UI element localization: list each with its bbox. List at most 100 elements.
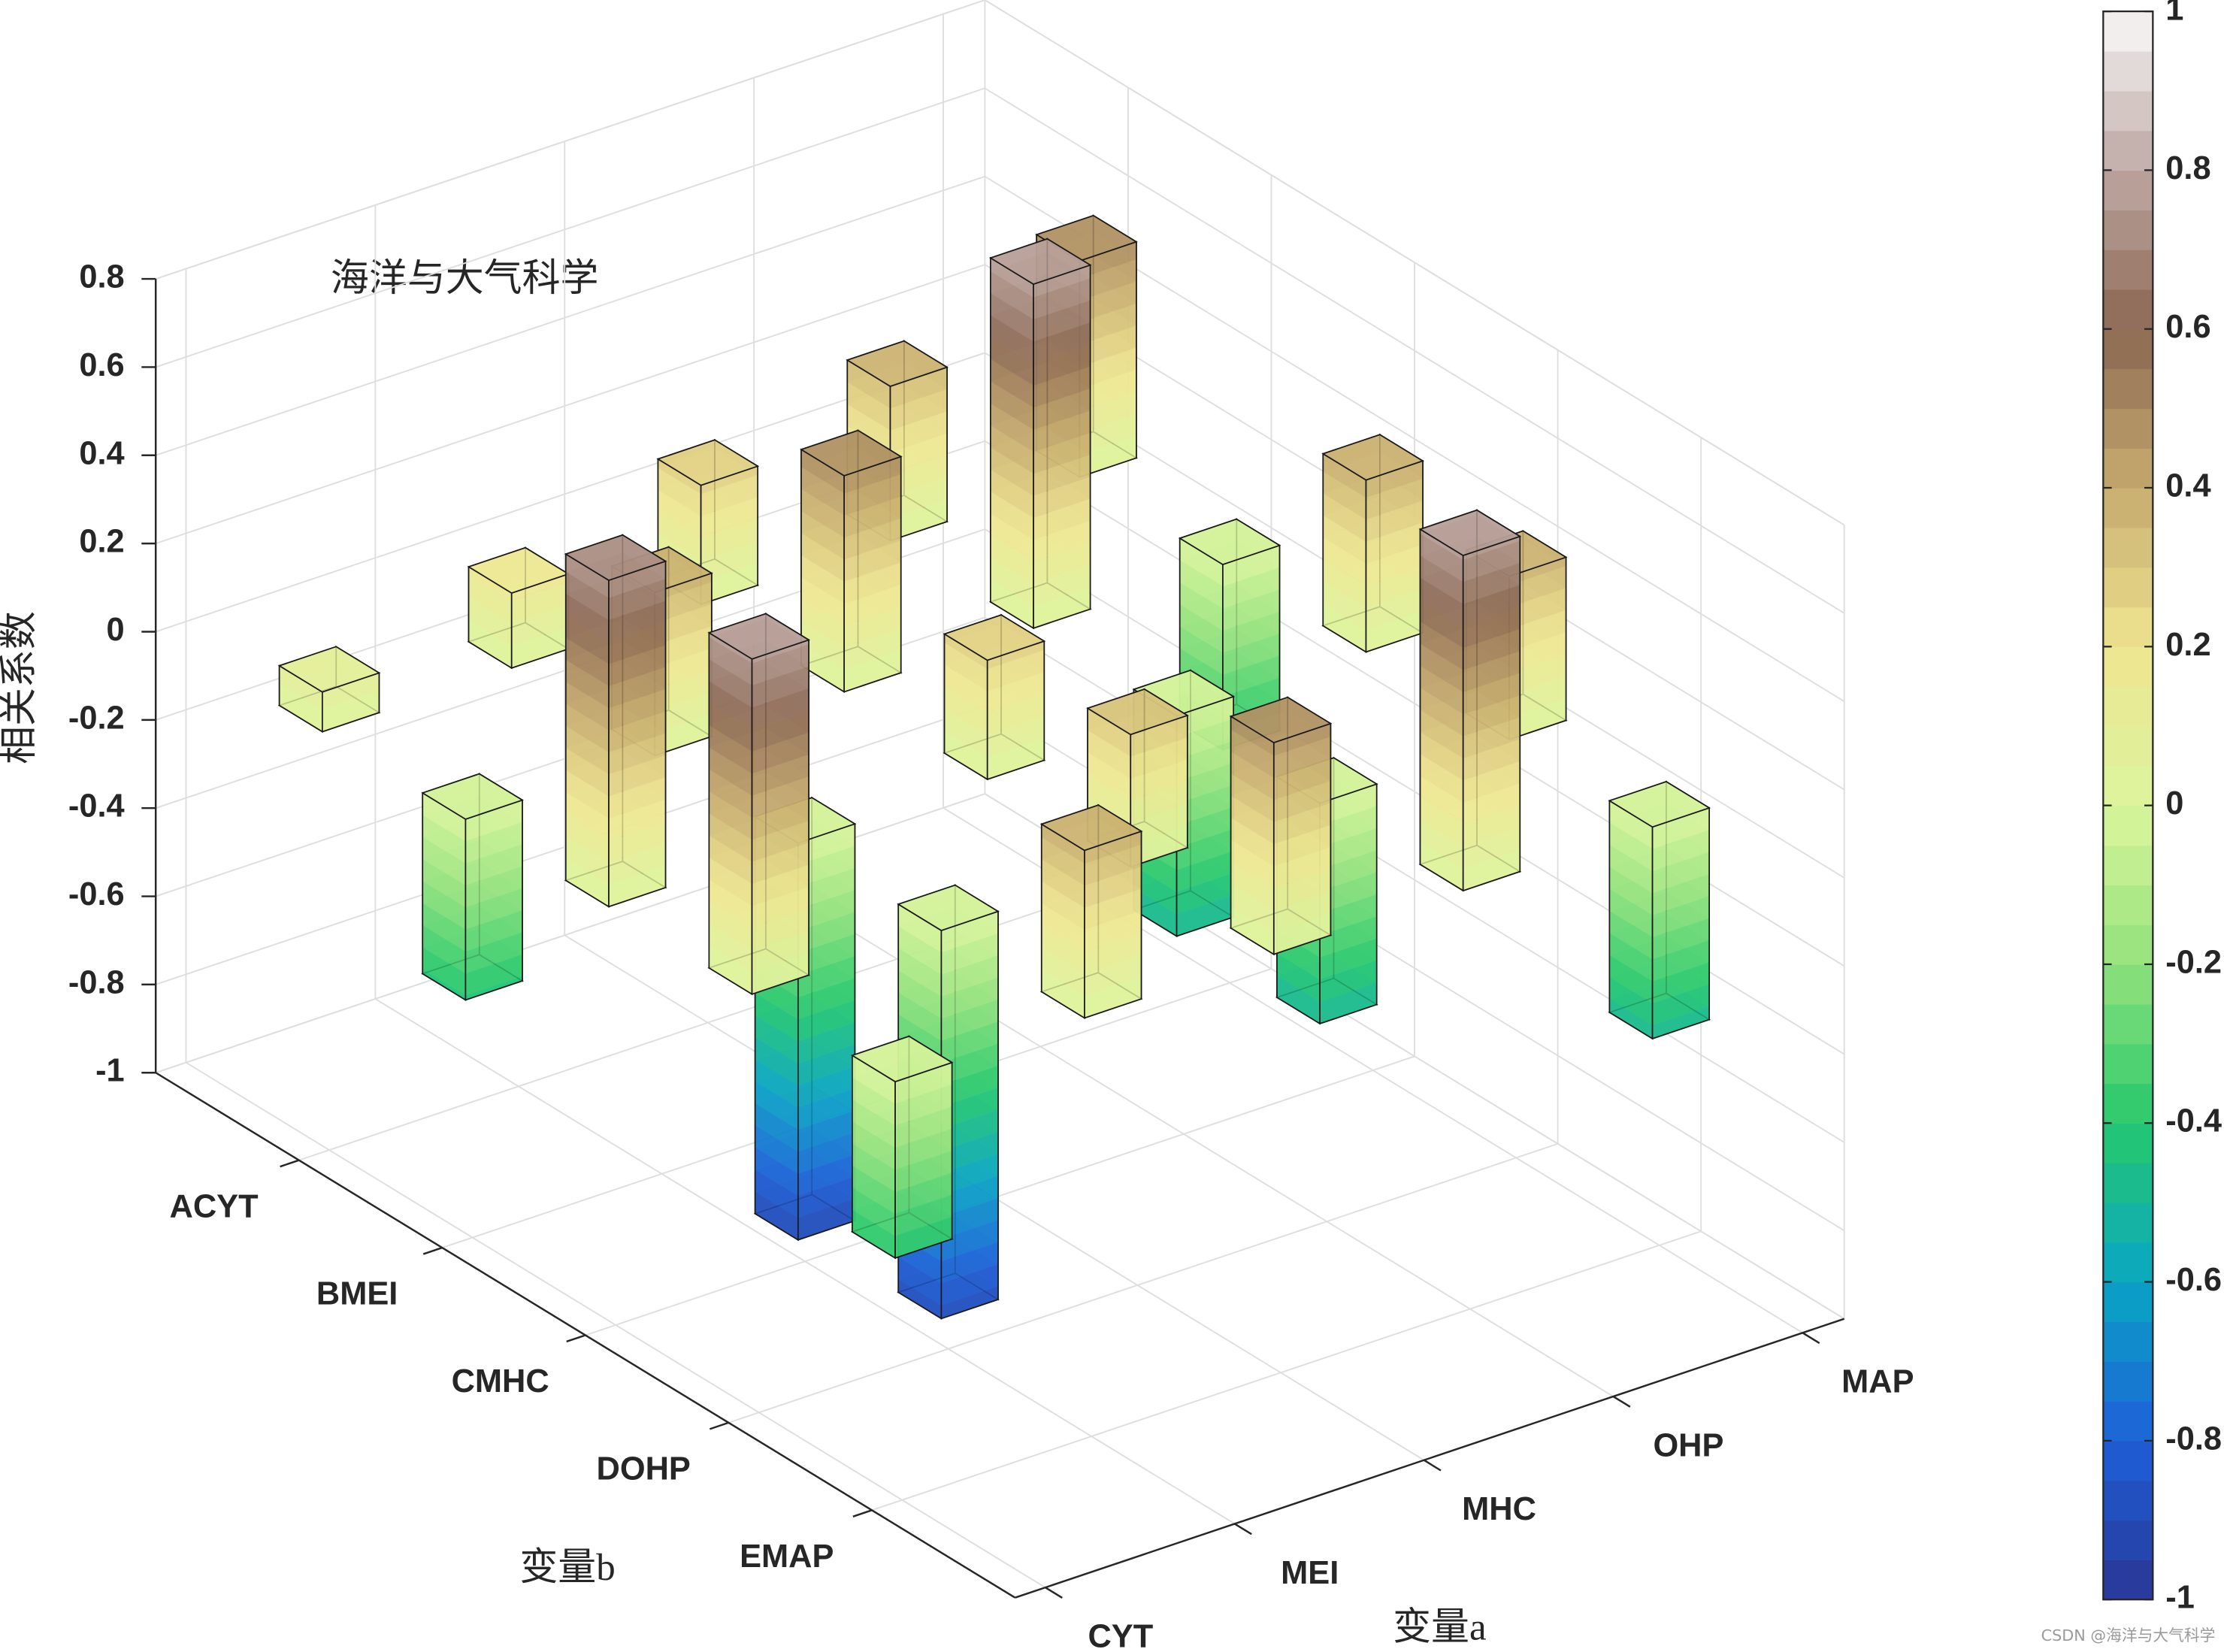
colorbar-band <box>2103 1321 2153 1362</box>
bar-face <box>422 947 466 996</box>
colorbar-band <box>2103 1560 2153 1600</box>
bar-face <box>755 1103 798 1152</box>
bar-face <box>752 930 809 973</box>
bar-face <box>752 886 809 928</box>
bar-face <box>990 271 1034 320</box>
bar-face <box>1130 781 1188 823</box>
bar-face <box>322 690 380 732</box>
bar-face <box>990 403 1034 452</box>
bar-face <box>1179 560 1223 609</box>
bar-face <box>1652 918 1710 960</box>
colorbar-tick-label: -0.2 <box>2165 944 2222 980</box>
bar-face <box>565 594 609 643</box>
y-tick <box>709 1421 729 1430</box>
bar-face <box>797 1022 855 1064</box>
bar-face <box>709 681 752 730</box>
bar-face <box>1130 803 1188 845</box>
bar-face <box>1323 515 1366 564</box>
bar-top <box>1321 434 1425 481</box>
bar-face <box>755 1081 798 1130</box>
bar-face <box>752 644 809 686</box>
bar-face <box>852 1188 896 1236</box>
bar-face <box>752 820 809 862</box>
colorbar-band <box>2103 845 2153 886</box>
bar-face <box>1463 673 1520 715</box>
bar-face <box>890 411 948 453</box>
bar-face <box>990 425 1034 474</box>
bar-face <box>990 337 1034 386</box>
bar-face <box>658 467 701 516</box>
bar-face <box>1033 322 1091 364</box>
bar-face <box>422 903 466 952</box>
bar-face <box>797 1088 855 1130</box>
bar-face <box>1652 939 1710 982</box>
bar-face <box>1222 589 1280 631</box>
bar-face <box>941 1198 998 1239</box>
x-tick-label: OHP <box>1653 1427 1723 1463</box>
bar-face <box>941 1021 998 1064</box>
bar-face <box>468 598 512 646</box>
bar-face <box>1463 694 1520 737</box>
bar-face <box>565 814 609 863</box>
bar-face <box>844 562 901 604</box>
bar-face <box>1463 827 1520 869</box>
bar-face <box>797 890 855 931</box>
bar-face <box>511 582 569 625</box>
bar-face <box>655 604 712 646</box>
bar-face <box>1320 982 1377 1024</box>
bar-face <box>1222 655 1280 697</box>
bar-face <box>565 682 609 731</box>
bar-face <box>755 1015 798 1064</box>
y-tick <box>280 1159 300 1168</box>
bar-face <box>755 1125 798 1174</box>
bar-face <box>655 648 712 690</box>
bar-face <box>709 858 752 906</box>
bar-face <box>1041 970 1085 1018</box>
colorbar-band <box>2103 1163 2153 1203</box>
z-tick-label: -0.2 <box>68 700 125 736</box>
colorbar-band <box>2103 130 2153 171</box>
bar-face <box>1079 413 1136 455</box>
y-tick-label: CMHC <box>452 1363 549 1399</box>
colorbar-band <box>2103 1480 2153 1521</box>
x-tick <box>1045 1587 1063 1599</box>
colorbar-tick-label: 0.4 <box>2165 467 2210 504</box>
bar-face <box>944 664 988 713</box>
bar-face <box>1463 717 1520 758</box>
bar-top <box>421 773 524 820</box>
colorbar-band <box>2103 1401 2153 1442</box>
bar-face <box>1079 347 1136 389</box>
grid-line <box>871 1230 1702 1511</box>
bar-face <box>990 469 1034 519</box>
colorbar-band <box>2103 527 2153 568</box>
bar-face <box>565 571 609 620</box>
bar-face <box>1041 903 1085 952</box>
bar-face <box>990 315 1034 364</box>
bar-face <box>608 711 666 752</box>
bar-face <box>1033 477 1091 519</box>
y-tick-label: DOHP <box>597 1451 691 1487</box>
bar-face <box>941 977 998 1019</box>
bar-face <box>511 604 569 646</box>
bar-face <box>898 970 942 1019</box>
bar-face <box>608 688 666 731</box>
bar-face <box>465 976 522 1000</box>
bar-face <box>1509 698 1566 740</box>
bar-face <box>565 858 609 907</box>
bar-face <box>1033 344 1091 386</box>
bar-face <box>465 866 522 908</box>
bar-face <box>1133 865 1177 915</box>
bar-face <box>1420 529 1463 560</box>
bar-face <box>1176 719 1234 760</box>
bar-top <box>564 534 667 582</box>
bar-face <box>1323 453 1366 498</box>
bar-face <box>1323 559 1366 608</box>
bar-top <box>1608 781 1711 828</box>
colorbar-band <box>2103 885 2153 925</box>
bar-face <box>1323 604 1366 652</box>
bar-face <box>1609 822 1653 871</box>
bar-face <box>511 627 569 668</box>
bar-face <box>1079 303 1136 345</box>
bar-face <box>700 497 758 539</box>
colorbar-tick-label: 0.2 <box>2165 627 2210 663</box>
